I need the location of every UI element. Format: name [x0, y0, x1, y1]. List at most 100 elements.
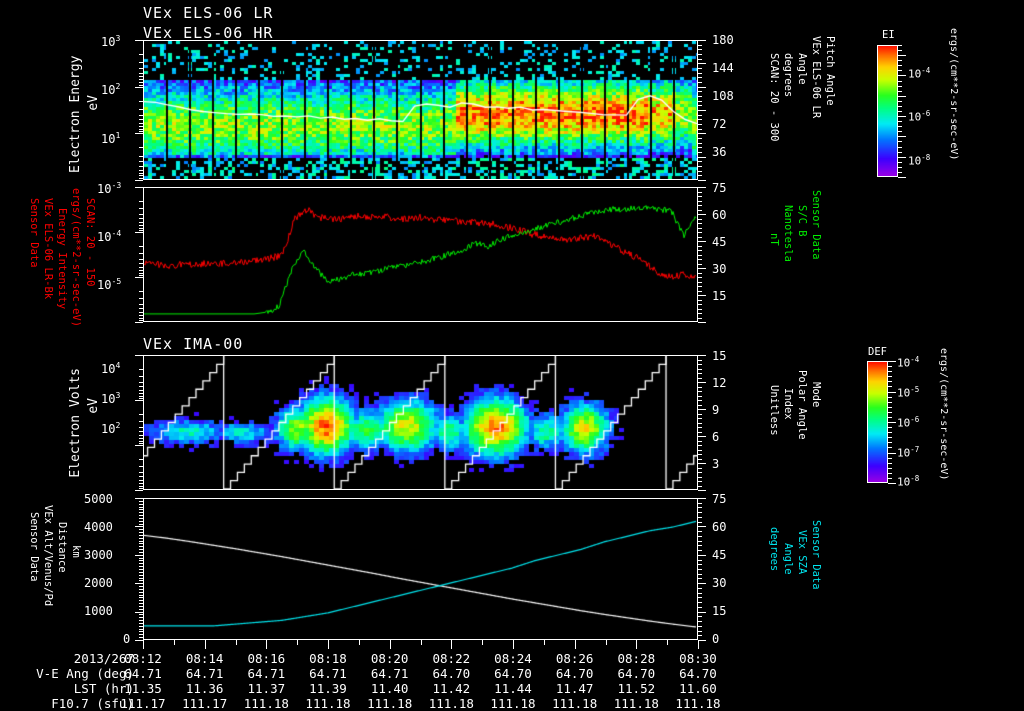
bottom-row-label-0: 2013/267 [73, 651, 134, 666]
bottom-cell-r3-c1: 111.17 [182, 696, 228, 711]
panel1-ylabel-line1: Electron Energy [68, 55, 83, 173]
panel4-left-ticks [135, 498, 143, 641]
bottom-cell-r0-c7: 08:26 [555, 651, 594, 666]
panel4-right-label-1: VEx SZA [796, 530, 808, 575]
panel3-right-label-2: Index [782, 388, 794, 420]
bottom-cell-r1-c1: 64.71 [185, 666, 224, 681]
bottom-cell-r3-c4: 111.18 [367, 696, 413, 711]
panel3-title: VEx IMA-00 [143, 335, 244, 353]
bottom-cell-r0-c6: 08:24 [494, 651, 532, 666]
bottom-cell-r1-c2: 64.71 [247, 666, 286, 681]
bottom-cell-r3-c7: 111.18 [552, 696, 598, 711]
panel2-ytick-1: 10-4 [97, 228, 122, 244]
bottom-cell-r0-c9: 08:30 [679, 651, 717, 666]
colorbar-def-unit: ergs/(cm**2-sr-sec-eV) [938, 348, 949, 481]
panel1-ytick-2: 101 [101, 130, 121, 146]
bottom-cell-r1-c3: 64.71 [309, 666, 347, 681]
bottom-cell-r2-c1: 11.36 [185, 681, 224, 696]
panel1-right-label-0: Pitch Angle [824, 36, 836, 106]
bottom-cell-r1-c7: 64.70 [555, 666, 594, 681]
bottom-row-label-2: LST (hr) [73, 681, 134, 696]
bottom-cell-r3-c0: 111.17 [120, 696, 166, 711]
panel1-rtick-4: 36 [712, 145, 727, 159]
panel4-right-label-0: Sensor Data [810, 520, 822, 590]
panel2-plot-area[interactable] [143, 187, 698, 322]
panel1-rtick-2: 108 [712, 89, 734, 103]
panel4-plot-area[interactable] [143, 498, 698, 640]
bottom-cell-r2-c2: 11.37 [247, 681, 286, 696]
panel4-rtick-1: 60 [712, 520, 727, 534]
bottom-axis-table: 2013/267 08:12 08:14 08:16 08:18 08:20 08:22 08… [0, 640, 1024, 711]
panel1-ylabel-line2: eV [86, 95, 101, 111]
panel1-rtick-1: 144 [712, 61, 734, 75]
bottom-cell-r2-c6: 11.44 [494, 681, 532, 696]
bottom-cell-r3-c3: 111.18 [305, 696, 351, 711]
panel3-rtick-3: 6 [712, 430, 720, 444]
bottom-cell-r2-c3: 11.39 [309, 681, 347, 696]
colorbar-ei-unit: ergs/(cm**2-sr-sec-eV) [948, 28, 959, 161]
bottom-cell-r2-c8: 11.52 [617, 681, 656, 696]
panel4-left-label-1: VEx Alt/Venus/Pd [42, 505, 54, 607]
panel4-rtick-4: 15 [712, 604, 727, 618]
panel2-right-label-3: nT [768, 233, 780, 246]
panel4-ytick-1: 4000 [84, 520, 113, 534]
colorbar-ei [877, 45, 898, 177]
colorbar-def-tick-2: 10-6 [897, 415, 920, 430]
panel2-left-label-0: Sensor Data [28, 198, 40, 268]
panel2-rtick-4: 15 [712, 289, 727, 303]
panel2-right-label-0: Sensor Data [810, 190, 822, 260]
panel1-right-ticks [698, 40, 708, 181]
bottom-cell-r0-c5: 08:22 [432, 651, 471, 666]
bottom-cell-r0-c8: 08:28 [617, 651, 656, 666]
panel3-right-label-1: Polar Angle [796, 370, 808, 440]
panel4-rtick-0: 75 [712, 492, 727, 506]
bottom-cell-r3-c9: 111.18 [675, 696, 721, 711]
panel2-rtick-3: 30 [712, 262, 727, 276]
panel4-right-ticks [698, 498, 708, 641]
panel1-plot-area[interactable] [143, 40, 698, 180]
panel3-ylabel: Electron Volts [68, 368, 83, 478]
bottom-row-label-1: V-E Ang (deg) [36, 666, 134, 681]
bottom-cell-r0-c4: 08:20 [370, 651, 409, 666]
panel3-ylabel-line2: eV [86, 398, 101, 414]
panel1-ytick-1: 102 [101, 81, 121, 97]
panel4-left-label-0: Sensor Data [28, 512, 40, 582]
panel3-ylabel-units: eV [86, 398, 101, 414]
panel2-ytick-2: 10-5 [97, 276, 122, 292]
colorbar-def-tick-1: 10-5 [897, 385, 920, 400]
panel4-ytick-0: 5000 [84, 492, 113, 506]
colorbar-ei-tick-1: 10-6 [908, 109, 931, 124]
bottom-row-label-3: F10.7 (sfu) [51, 696, 134, 711]
panel2-left-ticks [135, 187, 143, 323]
panel3-rtick-2: 9 [712, 403, 720, 417]
bottom-cell-r2-c4: 11.40 [370, 681, 409, 696]
panel1-ytick-0: 103 [101, 33, 121, 49]
bottom-cell-r1-c8: 64.70 [617, 666, 656, 681]
panel1-right-label-1: VEx ELS-06 LR [810, 36, 822, 119]
panel2-right-label-2: Nanotesla [782, 205, 794, 262]
colorbar-def-tick-3: 10-7 [897, 445, 920, 460]
panel2-right-ticks [698, 187, 708, 323]
bottom-cell-r1-c4: 64.71 [370, 666, 409, 681]
panel4-ytick-5: 0 [123, 632, 131, 646]
colorbar-ei-ticks [898, 45, 906, 178]
panel1-right-label-4: SCAN: 20 - 300 [768, 53, 780, 142]
bottom-cell-r3-c6: 111.18 [490, 696, 536, 711]
panel2-left-label-1: VEx ELS-06 LR-Bk [42, 198, 54, 300]
panel1-rtick-0: 180 [712, 33, 734, 47]
panel2-rtick-0: 75 [712, 181, 727, 195]
panel2-rtick-2: 45 [712, 235, 727, 249]
panel4-rtick-3: 30 [712, 576, 727, 590]
panel3-ylabel-line1: Electron Volts [68, 368, 83, 478]
bottom-cell-r0-c1: 08:14 [185, 651, 224, 666]
panel2-ytick-0: 10-3 [97, 180, 122, 196]
colorbar-ei-tick-2: 10-8 [908, 153, 931, 168]
colorbar-def-tick-4: 10-8 [897, 474, 920, 489]
colorbar-ei-tick-0: 10-4 [908, 66, 931, 81]
panel1-ylabel: Electron Energy [68, 44, 83, 184]
panel4-right-label-3: degrees [768, 527, 780, 572]
panel3-plot-area[interactable] [143, 355, 698, 490]
panel2-right-label-1: S/C B [796, 205, 808, 237]
panel2-left-label-4: SCAN: 20 - 150 [84, 198, 96, 287]
panel4-rtick-5: 0 [712, 632, 720, 646]
